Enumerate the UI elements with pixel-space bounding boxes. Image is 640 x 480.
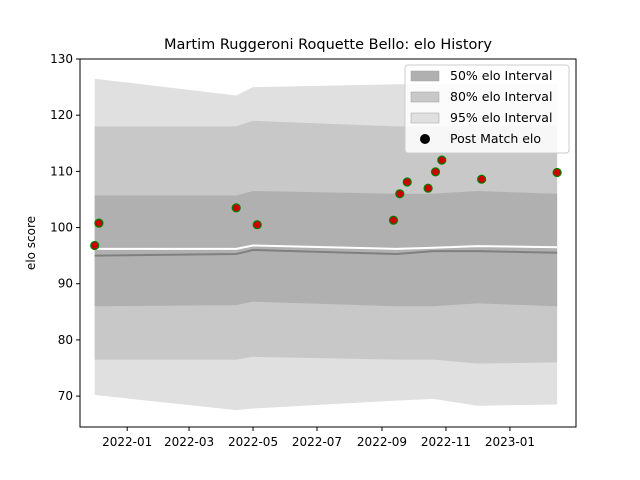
y-tick-label: 90: [58, 277, 73, 291]
band-50-interval: [94, 191, 558, 307]
x-tick-label: 2022-01: [102, 435, 152, 449]
upper-elo-line: [94, 244, 558, 250]
legend-label: 80% elo Interval: [450, 89, 552, 104]
post-match-elo-point: [94, 218, 104, 228]
y-tick-label: 120: [50, 108, 73, 122]
x-tick-label: 2022-11: [421, 435, 471, 449]
plot-frame: [79, 58, 577, 428]
legend-label: 95% elo Interval: [450, 110, 552, 125]
plot-area: [90, 78, 562, 411]
legend-label: 50% elo Interval: [450, 68, 552, 83]
post-match-elo-point: [402, 177, 412, 187]
y-tick-label: 130: [50, 52, 73, 66]
axes: 70 80 90 100 110 120 130 2022-01 2022-03 2022-05 2…: [50, 52, 577, 449]
post-match-elo-point: [437, 155, 447, 165]
post-match-elo-point: [388, 215, 399, 225]
post-match-elo-point: [552, 167, 562, 178]
post-match-elo-point: [90, 240, 100, 251]
legend-swatch: [410, 112, 440, 124]
y-tick-label: 80: [58, 333, 73, 347]
y-tick-label: 110: [50, 164, 73, 178]
mean-elo-line: [94, 248, 558, 257]
x-tick-label: 2022-05: [228, 435, 278, 449]
chart-title: Martim Ruggeroni Roquette Bello: elo His…: [164, 37, 492, 53]
legend: 50% elo Interval 80% elo Interval 95% elo …: [404, 64, 570, 154]
post-match-elo-point: [423, 183, 433, 193]
x-tick-label: 2022-09: [357, 435, 407, 449]
legend-label: Post Match elo: [450, 131, 541, 146]
y-tick-label: 100: [50, 221, 73, 235]
post-match-elo-point: [477, 174, 487, 184]
post-match-elo-point: [231, 203, 241, 213]
post-match-elo-point: [252, 220, 262, 230]
post-match-elo-point: [395, 189, 405, 199]
legend-swatch: [410, 70, 440, 82]
legend-swatch: [410, 91, 440, 103]
legend-box: [404, 64, 570, 154]
x-tick-label: 2022-03: [164, 435, 214, 449]
y-axis-label: elo score: [24, 216, 38, 270]
x-tick-label: 2022-07: [292, 435, 342, 449]
y-tick-label: 70: [58, 389, 73, 403]
x-tick-label: 2023-01: [485, 435, 535, 449]
post-match-elo-point: [430, 167, 441, 177]
legend-marker: [420, 134, 430, 144]
